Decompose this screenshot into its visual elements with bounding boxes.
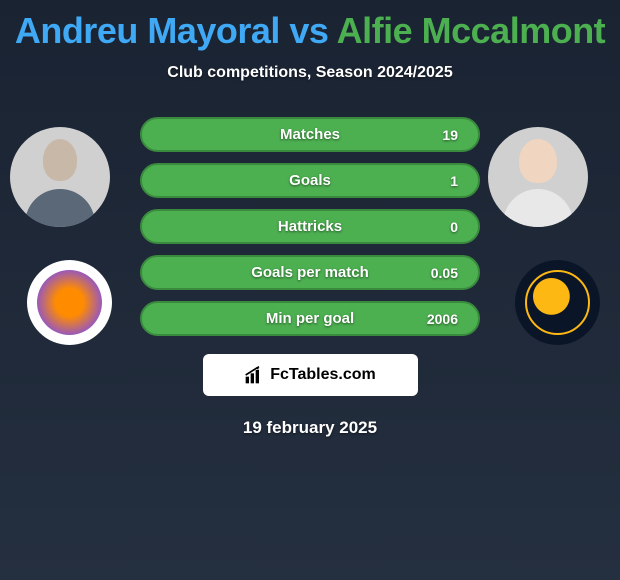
stat-right-value: 1 <box>450 173 458 189</box>
branding-text: FcTables.com <box>270 366 376 384</box>
mariners-icon <box>525 270 590 335</box>
stat-label: Hattricks <box>278 218 342 235</box>
date-text: 19 february 2025 <box>0 418 620 438</box>
branding-badge: FcTables.com <box>203 354 418 396</box>
player2-name: Alfie Mccalmont <box>337 10 606 51</box>
stat-label: Matches <box>280 126 340 143</box>
player2-avatar-icon <box>488 127 588 227</box>
team1-logo <box>27 260 112 345</box>
stat-label: Goals <box>289 172 331 189</box>
stat-right-value: 19 <box>442 127 458 143</box>
player1-photo <box>10 127 110 227</box>
player1-name: Andreu Mayoral <box>15 10 280 51</box>
stat-row-goals-per-match: Goals per match 0.05 <box>140 255 480 290</box>
stat-right-value: 0 <box>450 219 458 235</box>
player1-avatar-icon <box>10 127 110 227</box>
stat-row-goals: Goals 1 <box>140 163 480 198</box>
player2-photo <box>488 127 588 227</box>
subtitle: Club competitions, Season 2024/2025 <box>0 64 620 82</box>
vs-text: vs <box>289 10 328 51</box>
stat-row-hattricks: Hattricks 0 <box>140 209 480 244</box>
stat-right-value: 0.05 <box>431 265 458 281</box>
perth-glory-icon <box>37 270 102 335</box>
stat-row-matches: Matches 19 <box>140 117 480 152</box>
bar-chart-icon <box>244 365 264 385</box>
stat-row-min-per-goal: Min per goal 2006 <box>140 301 480 336</box>
team2-logo <box>515 260 600 345</box>
stat-label: Min per goal <box>266 310 354 327</box>
comparison-title: Andreu Mayoral vs Alfie Mccalmont <box>0 0 620 52</box>
stat-label: Goals per match <box>251 264 369 281</box>
stat-right-value: 2006 <box>427 311 458 327</box>
